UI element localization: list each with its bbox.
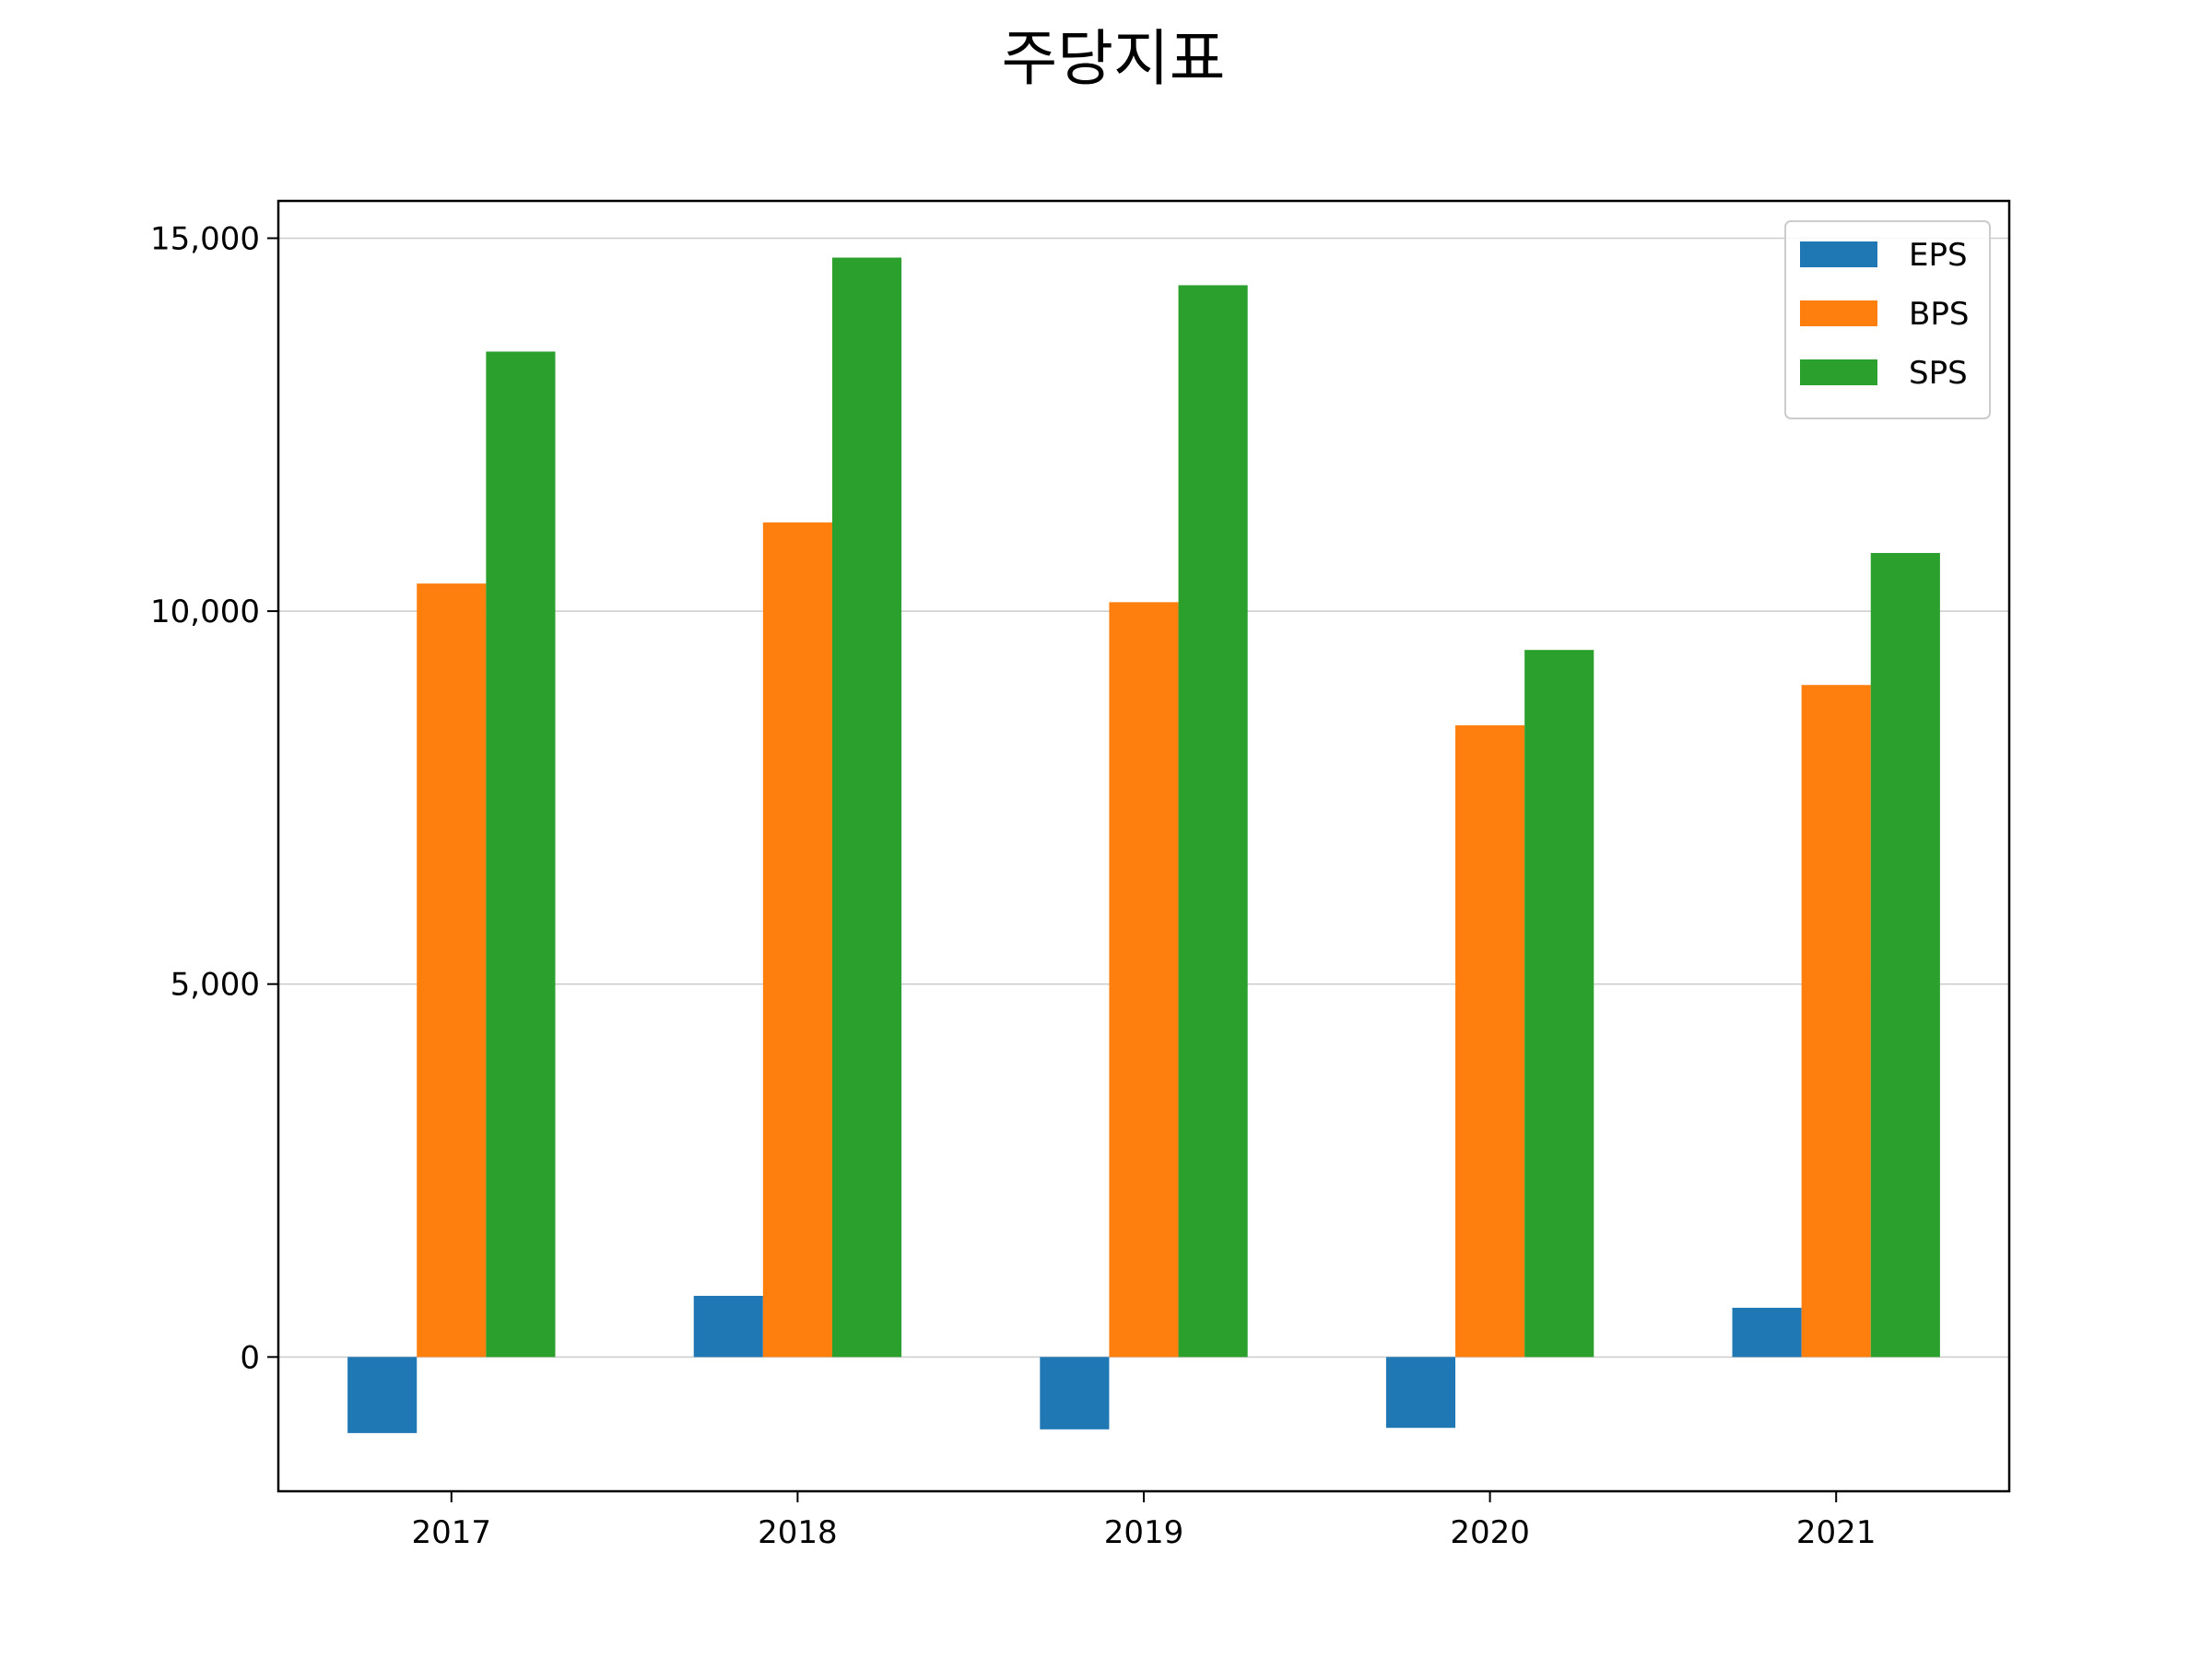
- bar-sps-2017: [486, 351, 556, 1358]
- bar-sps-2018: [831, 257, 902, 1358]
- y-axis: 0 5,000 10,000 15,000: [150, 220, 278, 1376]
- x-tick-label: 2019: [1104, 1514, 1184, 1551]
- legend: EPS BPS SPS: [1784, 220, 1991, 419]
- x-axis: 2017 2018 2019 2020 2021: [412, 1491, 1877, 1551]
- x-tick-label: 2017: [412, 1514, 492, 1551]
- y-tick-label: 0: [240, 1339, 260, 1376]
- x-tick-label: 2021: [1796, 1514, 1877, 1551]
- bar-sps-2021: [1870, 552, 1940, 1358]
- bar-bps-2017: [417, 583, 487, 1358]
- bar-eps-2021: [1732, 1307, 1802, 1358]
- bar-eps-2017: [347, 1357, 418, 1433]
- legend-label-sps: SPS: [1909, 355, 1968, 392]
- x-tick-label: 2020: [1450, 1514, 1530, 1551]
- chart-title: 주당지표: [1002, 23, 1226, 94]
- y-tick-label: 15,000: [150, 220, 260, 257]
- bar-bps-2020: [1455, 724, 1525, 1358]
- y-tick-label: 10,000: [150, 594, 260, 630]
- legend-swatch-bps: [1800, 300, 1877, 326]
- bars: [347, 257, 1940, 1433]
- bar-bps-2019: [1109, 602, 1179, 1358]
- bar-eps-2018: [693, 1295, 763, 1358]
- legend-swatch-sps: [1800, 359, 1877, 385]
- x-tick-label: 2018: [758, 1514, 838, 1551]
- bar-bps-2018: [762, 522, 832, 1358]
- bar-sps-2020: [1524, 650, 1594, 1358]
- legend-label-bps: BPS: [1909, 296, 1969, 333]
- bar-eps-2020: [1385, 1357, 1456, 1429]
- bar-bps-2021: [1801, 685, 1871, 1358]
- y-tick-label: 5,000: [171, 967, 260, 1004]
- legend-swatch-eps: [1800, 241, 1877, 267]
- bar-sps-2019: [1178, 285, 1248, 1358]
- legend-label-eps: EPS: [1909, 237, 1968, 274]
- bar-eps-2019: [1040, 1357, 1110, 1430]
